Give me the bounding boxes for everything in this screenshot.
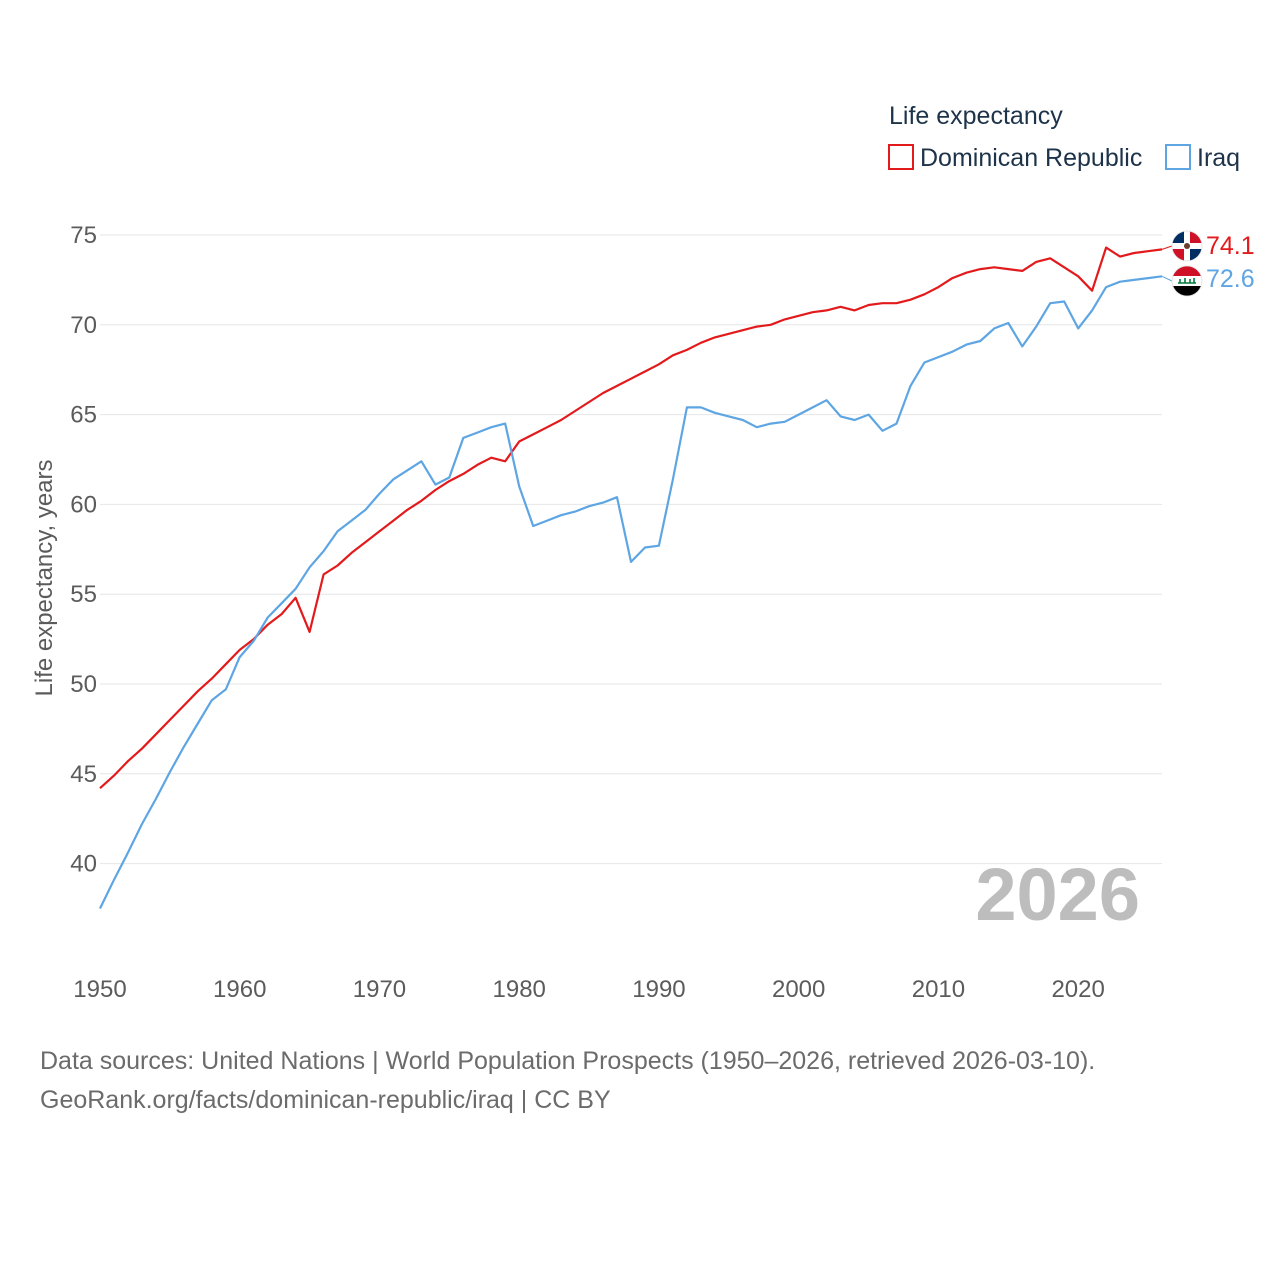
dominican-republic-connector xyxy=(1161,245,1173,250)
series-lines xyxy=(99,246,1163,909)
legend-label-iraq: Iraq xyxy=(1197,144,1240,172)
gridlines xyxy=(100,234,1162,865)
x-tick-label: 1990 xyxy=(632,976,685,1003)
iraq-end-value: 72.6 xyxy=(1206,265,1255,293)
legend-swatch-dominican-republic xyxy=(888,144,914,170)
y-axis-ticks: 40 45 50 55 60 65 70 75 xyxy=(70,222,97,878)
dominican-republic-end-marker: 74.1 xyxy=(1161,230,1255,262)
y-tick-label: 40 xyxy=(70,851,97,878)
legend-swatch-iraq xyxy=(1165,144,1191,170)
dominican-republic-end-value: 74.1 xyxy=(1206,232,1255,260)
legend-label-dominican-republic: Dominican Republic xyxy=(920,144,1142,172)
series-line-iraq xyxy=(99,275,1163,909)
legend[interactable]: Life expectancy Dominican Republic Iraq xyxy=(888,102,1240,172)
series-line-dominican-republic xyxy=(99,246,1163,790)
x-tick-label: 1980 xyxy=(493,976,546,1003)
data-sources-text: Data sources: United Nations | World Pop… xyxy=(40,1047,1096,1075)
y-tick-label: 50 xyxy=(70,671,97,698)
attribution-link[interactable]: GeoRank.org/facts/dominican-republic/ira… xyxy=(40,1086,611,1114)
x-tick-label: 2020 xyxy=(1051,976,1104,1003)
legend-item-iraq[interactable]: Iraq xyxy=(1165,144,1240,172)
y-tick-label: 55 xyxy=(70,581,97,608)
x-tick-label: 1950 xyxy=(73,976,126,1003)
y-tick-label: 65 xyxy=(70,402,97,429)
x-tick-label: 1970 xyxy=(353,976,406,1003)
year-watermark: 2026 xyxy=(975,853,1140,936)
iraq-end-marker: 72.6 xyxy=(1161,265,1255,297)
data-source-footer: Data sources: United Nations | World Pop… xyxy=(40,1042,1240,1120)
life-expectancy-chart: 40 45 50 55 60 65 70 75 1950 1960 1970 1980 1990 200… xyxy=(31,102,1255,1003)
legend-title: Life expectancy xyxy=(889,102,1063,130)
legend-item-dominican-republic[interactable]: Dominican Republic xyxy=(888,144,1142,172)
y-tick-label: 45 xyxy=(70,761,97,788)
x-tick-label: 2010 xyxy=(912,976,965,1003)
y-axis-title: Life expectancy, years xyxy=(31,459,58,696)
y-tick-label: 60 xyxy=(70,491,97,518)
y-tick-label: 70 xyxy=(70,312,97,339)
x-tick-label: 1960 xyxy=(213,976,266,1003)
x-axis-ticks: 1950 1960 1970 1980 1990 2000 2010 2020 xyxy=(73,976,1105,1003)
x-tick-label: 2000 xyxy=(772,976,825,1003)
y-tick-label: 75 xyxy=(70,222,97,249)
iraq-flag-icon xyxy=(1172,266,1202,296)
iraq-connector xyxy=(1161,275,1173,282)
